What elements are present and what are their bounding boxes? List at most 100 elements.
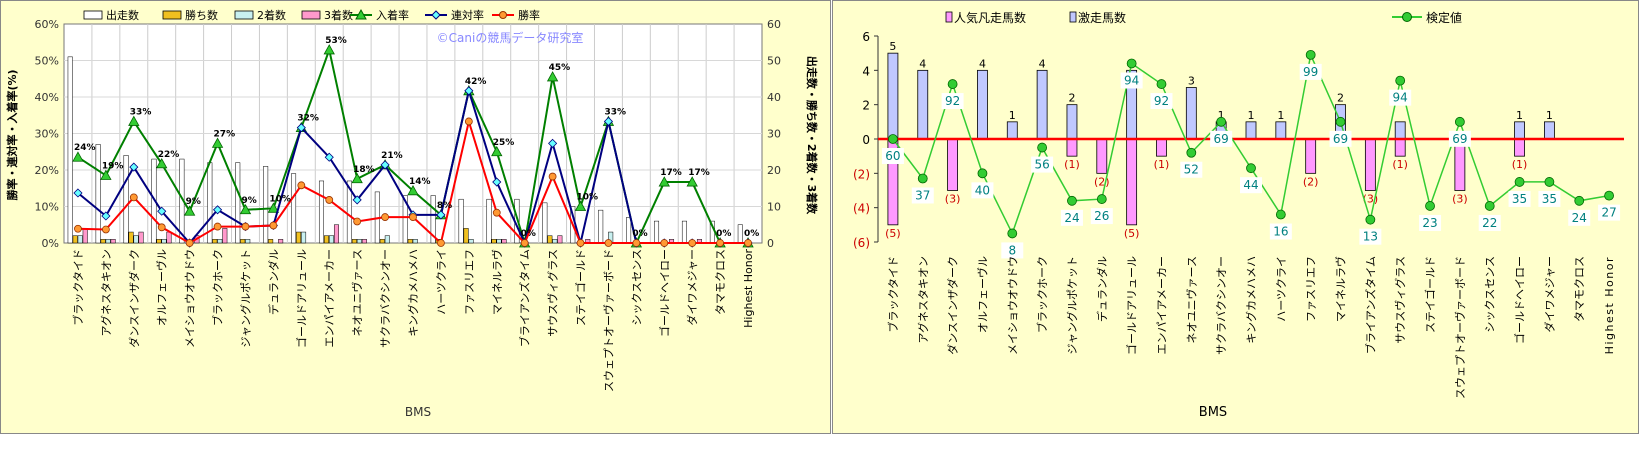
marker-入着率 xyxy=(72,151,84,162)
legend-swatch xyxy=(83,10,103,20)
point-label-box xyxy=(1210,130,1233,147)
legend-marker xyxy=(1402,12,1412,22)
marker-入着率 xyxy=(686,176,698,187)
marker-連対率 xyxy=(129,162,139,172)
bar-出走数 xyxy=(263,166,269,244)
point-label-box xyxy=(1448,130,1471,147)
chart-background xyxy=(832,0,1639,434)
marker-勝率 xyxy=(353,217,362,226)
rate-data-label: 0% xyxy=(716,229,731,239)
bar-勝ち数 xyxy=(379,239,385,244)
point-value-label: 35 xyxy=(1542,192,1557,206)
legend-marker xyxy=(499,11,507,19)
bar-出走数 xyxy=(737,224,743,244)
rate-data-label: 17% xyxy=(688,168,710,178)
marker-検定値 xyxy=(1425,201,1435,211)
marker-勝率 xyxy=(660,239,669,247)
bar-勝ち数 xyxy=(240,239,246,244)
bar-激走馬数 xyxy=(1394,121,1406,140)
bar-人気凡走馬数 xyxy=(947,138,958,191)
marker-検定値 xyxy=(1216,116,1227,127)
point-value-label: 26 xyxy=(1094,209,1109,223)
bar-2着数 xyxy=(245,239,251,244)
point-value-label: 13 xyxy=(1363,230,1378,244)
bar-出走数 xyxy=(402,195,408,244)
bar-value-label: 1 xyxy=(1248,109,1255,122)
x-category-label: デュランダル xyxy=(1095,256,1109,322)
rate-data-label: 33% xyxy=(604,107,626,117)
marker-検定値 xyxy=(1335,116,1346,127)
point-label-box xyxy=(1419,214,1442,231)
bar-2着数 xyxy=(552,239,558,244)
marker-検定値 xyxy=(1007,228,1018,239)
point-label-box xyxy=(941,93,964,110)
marker-検定値 xyxy=(1604,190,1614,201)
x-category-label: ブライアンズタイム xyxy=(1363,256,1377,354)
x-category-label: デュランダル xyxy=(266,249,280,315)
bar-勝ち数 xyxy=(72,235,78,244)
x-category-label: ステイゴールド xyxy=(574,249,588,326)
marker-入着率 xyxy=(239,203,252,215)
point-label-box xyxy=(1120,72,1143,89)
bar-2着数 xyxy=(77,235,83,244)
bar-2着数 xyxy=(301,231,307,244)
marker-勝率 xyxy=(381,213,389,221)
bar-勝ち数 xyxy=(156,239,162,244)
legend-label: 連対率 xyxy=(451,8,484,22)
y-right-tick-label: 0 xyxy=(767,237,774,250)
x-category-label: ジャングルポケット xyxy=(1065,256,1079,354)
rate-data-label: 25% xyxy=(493,138,515,148)
bar-出走数 xyxy=(346,180,352,244)
bar-激走馬数 xyxy=(1245,121,1257,140)
rate-data-label: 22% xyxy=(158,150,180,160)
point-label-box xyxy=(971,182,994,199)
bar-勝ち数 xyxy=(268,239,274,244)
bar-value-label: 2 xyxy=(1337,92,1344,105)
y-tick-label: (4) xyxy=(853,202,870,216)
x-category-label: ダイワメジャー xyxy=(1542,256,1556,332)
rate-data-label: 9% xyxy=(186,197,201,207)
point-label-box xyxy=(1031,156,1054,173)
marker-入着率 xyxy=(491,145,503,157)
x-category-label: タマモクロス xyxy=(1573,256,1586,322)
marker-連対率 xyxy=(464,86,474,96)
bar-2着数 xyxy=(105,239,111,244)
point-value-label: 52 xyxy=(1184,163,1199,177)
marker-入着率 xyxy=(128,115,140,126)
bar-2着数 xyxy=(356,239,362,244)
bar-人気凡走馬数 xyxy=(1394,138,1406,157)
point-label-box xyxy=(1240,177,1262,194)
marker-検定値 xyxy=(1514,177,1525,187)
bar-人気凡走馬数 xyxy=(1126,138,1138,226)
legend-label: 入着率 xyxy=(376,8,409,22)
bar-出走数 xyxy=(123,155,129,244)
bar-2着数 xyxy=(328,235,334,244)
marker-入着率 xyxy=(211,137,224,148)
marker-入着率 xyxy=(351,172,363,184)
marker-検定値 xyxy=(1275,209,1286,220)
bar-激走馬数 xyxy=(1006,121,1018,140)
x-category-label: ネオユニヴァース xyxy=(350,249,364,336)
y-right-tick-label: 60 xyxy=(767,18,781,31)
marker-検定値 xyxy=(1067,195,1077,206)
rate-data-label: 18% xyxy=(353,165,375,175)
bar-value-label: 1 xyxy=(1009,109,1016,122)
marker-検定値 xyxy=(1246,163,1256,174)
x-category-label: メイショウオウドウ xyxy=(184,249,197,348)
x-category-label: マイネルラヴ xyxy=(490,249,504,315)
bar-value-label: (1) xyxy=(1392,158,1408,171)
marker-連対率 xyxy=(548,138,558,148)
x-category-label: Highest Honor xyxy=(1603,256,1616,354)
x-category-label: キングカメハメハ xyxy=(406,249,420,337)
marker-検定値 xyxy=(917,173,928,184)
x-category-label: ハーツクライ xyxy=(1275,256,1288,322)
marker-勝率 xyxy=(297,181,306,190)
rate-data-label: 19% xyxy=(102,161,124,171)
rate-data-label: 17% xyxy=(660,168,682,178)
watermark-text: ©Caniの競馬データ研究室 xyxy=(437,30,584,45)
legend-label: 検定値 xyxy=(1426,10,1462,25)
x-category-label: マイネルラヴ xyxy=(1334,256,1348,322)
point-value-label: 24 xyxy=(1064,211,1079,225)
bar-人気凡走馬数 xyxy=(1156,138,1167,157)
